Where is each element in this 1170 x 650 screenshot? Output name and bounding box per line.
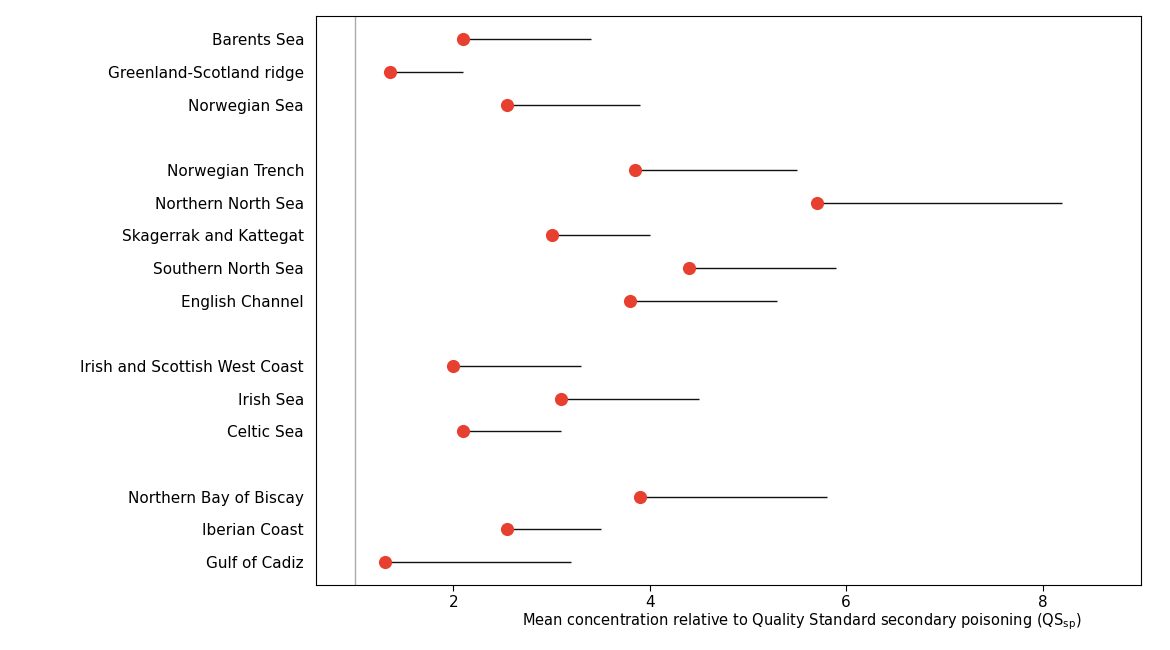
Point: [626, 164, 645, 175]
Point: [498, 525, 517, 535]
Point: [621, 295, 640, 306]
Point: [445, 361, 463, 371]
Point: [498, 99, 517, 110]
Point: [631, 491, 649, 502]
Point: [454, 34, 473, 44]
Point: [376, 557, 394, 567]
Point: [552, 393, 571, 404]
Point: [680, 263, 698, 273]
Text: Mean concentration relative to Quality Standard secondary poisoning (QS$_{\mathr: Mean concentration relative to Quality S…: [522, 612, 1081, 632]
Point: [807, 198, 826, 208]
Point: [454, 426, 473, 437]
Point: [542, 230, 560, 240]
Point: [380, 66, 399, 77]
